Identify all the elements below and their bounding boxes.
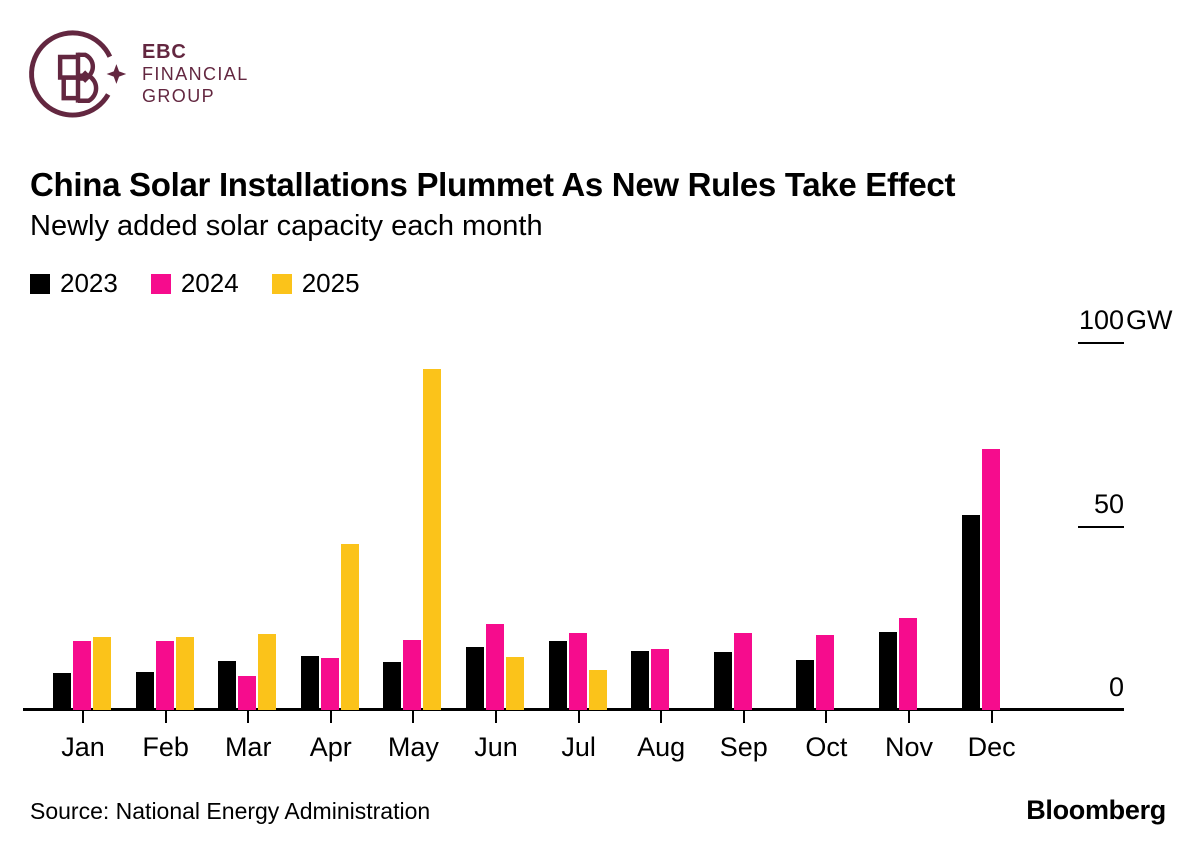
legend-item-2025: 2025 [271, 268, 360, 299]
bar-2025-apr [340, 544, 359, 710]
x-axis-label-feb: Feb [142, 732, 189, 762]
ebc-logo: EBC FINANCIAL GROUP [28, 24, 249, 124]
bar-2023-jun [466, 646, 484, 710]
y-axis-tick-line [1078, 342, 1124, 344]
legend-swatch-icon [30, 273, 50, 294]
x-axis-label-jun: Jun [474, 732, 518, 762]
x-axis-label-mar: Mar [224, 732, 272, 762]
x-axis-label-dec: Dec [967, 732, 1016, 762]
legend-item-2024: 2024 [150, 268, 239, 299]
x-axis-tick [742, 710, 745, 723]
bar-2023-mar [218, 661, 237, 710]
bar-2023-sep [713, 652, 732, 710]
bar-2023-may [383, 661, 402, 710]
bar-2023-nov [879, 631, 897, 710]
bar-2024-feb [155, 641, 174, 710]
x-axis-tick [247, 710, 250, 723]
y-axis-tick-line [1078, 525, 1124, 528]
chart-legend: 2023 2024 2025 [30, 268, 360, 299]
bar-2024-dec [981, 449, 1000, 710]
x-axis-label-aug: Aug [637, 732, 686, 762]
bar-2024-aug [651, 649, 670, 710]
bar-2023-aug [631, 651, 650, 710]
bar-2025-may [423, 369, 442, 710]
chart-subtitle: Newly added solar capacity each month [30, 210, 543, 242]
bar-2025-jan [93, 636, 111, 710]
x-axis-tick [990, 710, 993, 723]
x-axis-tick [329, 710, 332, 723]
bloomberg-wordmark: Bloomberg [1026, 795, 1166, 825]
bar-2024-may [403, 639, 422, 710]
legend-swatch-icon [150, 273, 171, 294]
bar-2025-feb [175, 636, 194, 710]
bar-2023-feb [135, 671, 154, 710]
sparkle-icon [106, 64, 127, 84]
y-axis-label-50: 50 [1093, 488, 1124, 519]
bar-2023-oct [796, 660, 815, 710]
source-note: Source: National Energy Administration [30, 798, 431, 824]
bar-2024-jan [73, 641, 91, 710]
x-axis-label-nov: Nov [884, 732, 933, 762]
bar-2025-jun [506, 657, 524, 710]
legend-label: 2024 [180, 268, 239, 298]
bar-2023-dec [961, 515, 980, 710]
x-axis-tick [164, 710, 167, 723]
x-axis-tick [412, 710, 415, 723]
bar-2025-mar [258, 634, 277, 710]
bar-2023-jul [548, 641, 567, 710]
logo-text-line2: FINANCIAL [142, 64, 249, 84]
bar-2023-jan [53, 673, 71, 710]
logo-text-line1: EBC [142, 41, 187, 63]
y-axis-unit-label: GW [1126, 305, 1173, 335]
bar-2024-apr [320, 657, 339, 710]
y-axis-label-0: 0 [1108, 672, 1124, 702]
bar-2024-mar [238, 675, 257, 710]
legend-label: 2023 [60, 268, 118, 298]
x-axis-label-jan: Jan [61, 732, 105, 762]
x-axis-label-may: May [387, 732, 439, 762]
x-axis-label-apr: Apr [309, 732, 352, 762]
logo-text-line3: GROUP [142, 86, 216, 106]
legend-item-2023: 2023 [30, 268, 118, 299]
y-axis-label-100: 100 [1078, 305, 1124, 335]
x-axis-tick [82, 710, 84, 723]
x-axis-tick [660, 710, 663, 723]
bar-2024-nov [899, 618, 917, 710]
x-axis-label-oct: Oct [805, 732, 848, 762]
bar-2024-jun [486, 624, 504, 710]
bar-2023-apr [300, 656, 319, 710]
x-axis-tick [577, 710, 580, 723]
bar-2025-jul [588, 669, 607, 710]
bar-2024-oct [816, 635, 835, 710]
bar-2024-jul [568, 632, 587, 710]
bar-2024-sep [733, 633, 752, 710]
x-axis-tick [825, 710, 828, 723]
chart-title: China Solar Installations Plummet As New… [30, 166, 956, 203]
legend-label: 2025 [301, 268, 360, 298]
ebc-monogram-icon [29, 30, 127, 118]
x-axis-tick [908, 710, 910, 723]
x-axis-label-jul: Jul [561, 732, 596, 762]
x-axis-label-sep: Sep [719, 732, 768, 762]
x-axis-tick [495, 710, 497, 723]
legend-swatch-icon [271, 273, 292, 294]
